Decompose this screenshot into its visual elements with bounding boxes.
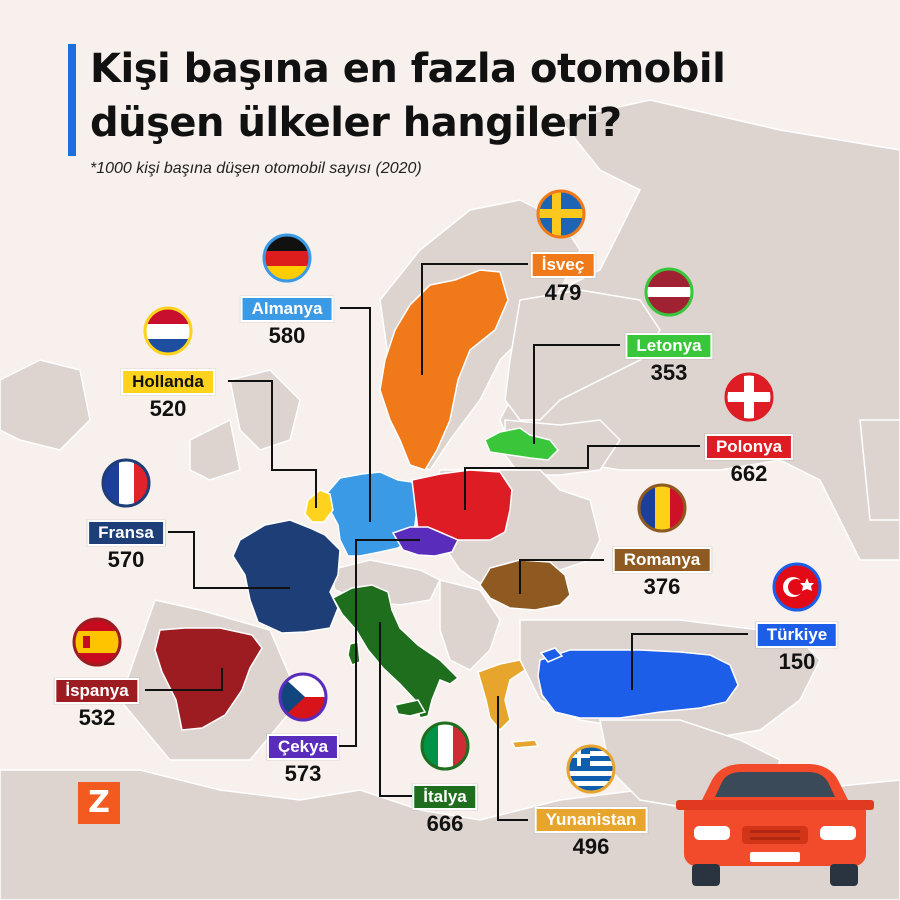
poland-flag-icon <box>724 372 774 422</box>
netherlands-shape <box>304 489 334 523</box>
italy-shape <box>331 584 460 719</box>
title-accent-bar <box>68 44 76 156</box>
label-polonya: Polonya <box>704 434 794 460</box>
brand-logo: Z <box>78 782 120 824</box>
value-fransa: 570 <box>107 547 145 572</box>
countries <box>154 269 739 749</box>
label-almanya: Almanya <box>240 296 334 322</box>
leader-polonya <box>464 445 700 510</box>
leader-almanya <box>340 307 371 522</box>
label-italya: İtalya <box>412 784 478 810</box>
leader-turkiye <box>631 633 748 690</box>
leader-romanya <box>519 559 604 594</box>
label-yunanistan: Yunanistan <box>534 807 648 833</box>
netherlands-flag-icon <box>143 306 193 356</box>
title-line-1: Kişi başına en fazla otomobil <box>90 46 726 92</box>
spain-flag-icon <box>72 617 122 667</box>
france-flag-icon <box>101 458 151 508</box>
turkey-shape <box>537 649 739 719</box>
label-letonya: Letonya <box>625 333 713 359</box>
crete-shape <box>510 739 540 749</box>
label-fransa: Fransa <box>87 520 165 546</box>
value-letonya: 353 <box>650 360 688 385</box>
value-isvec: 479 <box>544 280 582 305</box>
turkey-thrace-shape <box>539 647 564 663</box>
germany-flag-icon <box>262 233 312 283</box>
label-cekya: Çekya <box>266 734 340 760</box>
turkey-flag-icon <box>772 562 822 612</box>
spain-shape <box>154 627 263 731</box>
label-turkiye: Türkiye <box>755 622 839 648</box>
greece-flag-icon <box>566 744 616 794</box>
sweden-flag-icon <box>536 189 586 239</box>
value-ispanya: 532 <box>78 705 116 730</box>
page-subtitle: *1000 kişi başına düşen otomobil sayısı … <box>90 160 422 177</box>
romania-shape <box>479 559 571 611</box>
leader-isvec <box>421 263 528 375</box>
value-hollanda: 520 <box>149 396 187 421</box>
label-hollanda: Hollanda <box>121 369 215 395</box>
leader-cekya <box>338 539 420 747</box>
latvia-shape <box>484 427 560 461</box>
romania-flag-icon <box>637 483 687 533</box>
label-isvec: İsveç <box>530 252 596 278</box>
leader-lines <box>145 263 748 821</box>
label-romanya: Romanya <box>612 547 712 573</box>
leader-italya <box>379 622 412 797</box>
label-ispanya: İspanya <box>54 678 140 704</box>
value-cekya: 573 <box>284 761 322 786</box>
car-icon <box>676 764 874 886</box>
sardinia-shape <box>347 641 361 666</box>
leader-fransa <box>168 531 290 589</box>
page-title: Kişi başına en fazla otomobil düşen ülke… <box>90 42 850 150</box>
value-yunanistan: 496 <box>572 834 610 859</box>
title-line-2: düşen ülkeler hangileri? <box>90 100 622 146</box>
leader-letonya <box>533 344 620 444</box>
italy-flag-icon <box>420 721 470 771</box>
france-shape <box>232 519 341 634</box>
value-polonya: 662 <box>730 461 768 486</box>
czechia-shape <box>391 526 460 557</box>
value-italya: 666 <box>426 811 464 836</box>
sicily-shape <box>394 699 427 717</box>
value-turkiye: 150 <box>778 649 816 674</box>
leader-ispanya <box>145 668 223 691</box>
leader-yunanistan <box>497 696 528 821</box>
value-almanya: 580 <box>268 323 306 348</box>
sweden-shape <box>379 269 509 471</box>
value-romanya: 376 <box>643 574 681 599</box>
latvia-flag-icon <box>644 267 694 317</box>
czechia-flag-icon <box>278 672 328 722</box>
leader-hollanda <box>228 380 317 508</box>
greece-shape <box>477 659 526 732</box>
